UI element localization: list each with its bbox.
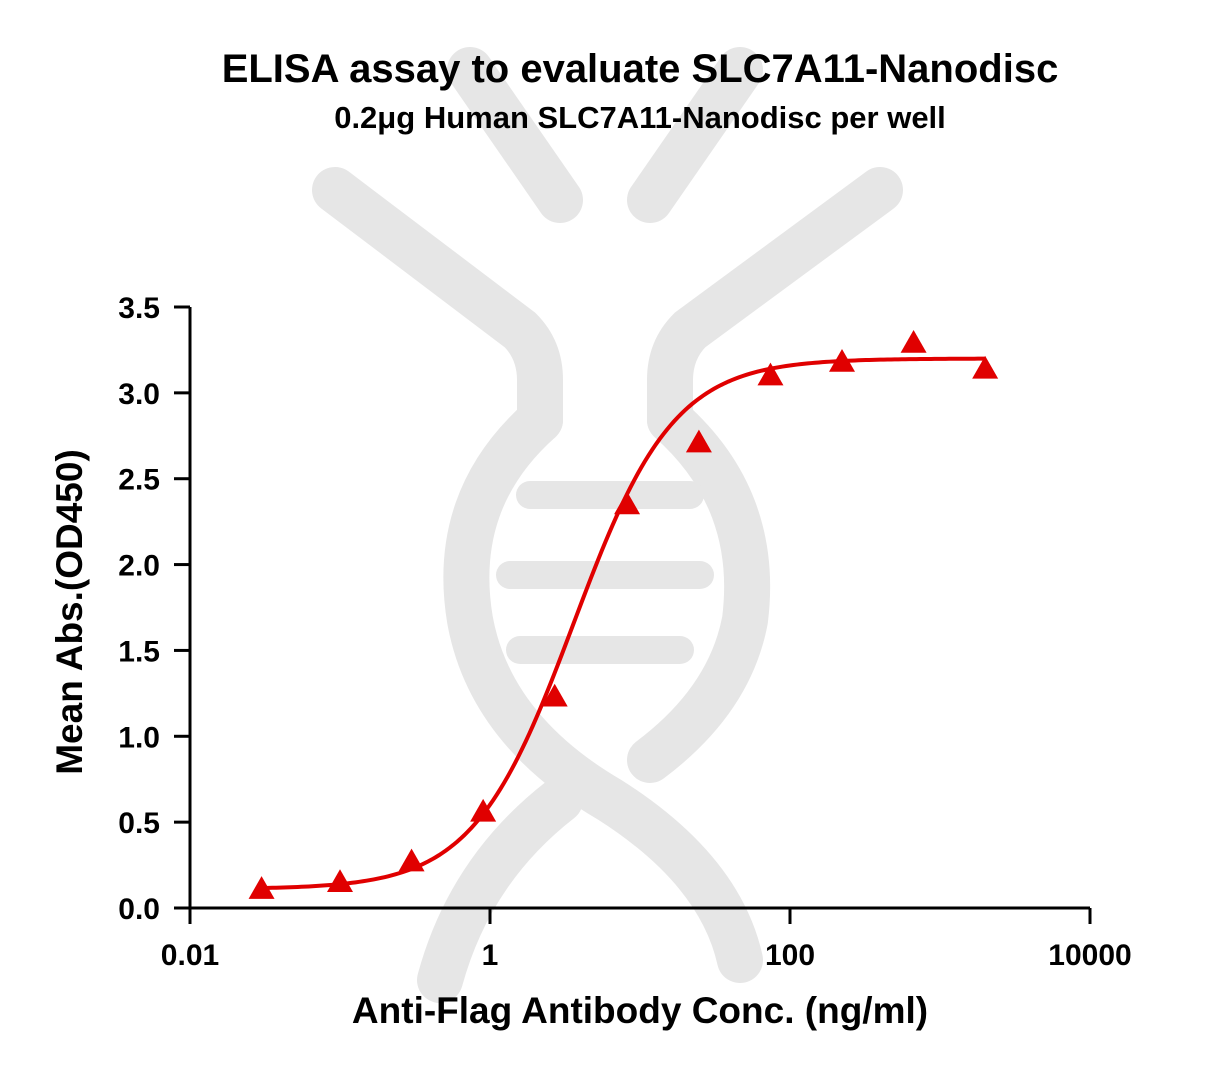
data-point [972,355,999,379]
y-tick-label: 3.0 [118,378,160,411]
watermark-logo [312,47,903,1003]
y-ticks: 0.0 0.5 1.0 1.5 2.0 2.5 3.0 3.5 [118,292,190,926]
y-axis-label: Mean Abs.(OD450) [49,449,90,775]
y-tick-label: 3.5 [118,292,160,325]
x-tick-label: 100 [765,939,815,972]
x-tick-label: 0.01 [161,939,219,972]
y-tick-label: 2.5 [118,464,160,497]
y-tick-label: 1.5 [118,635,160,668]
axes [188,307,1090,910]
watermark-helix-right [627,397,771,783]
x-tick-label: 1 [482,939,499,972]
watermark-arm-left [312,167,563,443]
y-tick-label: 0.5 [118,807,160,840]
chart-title: ELISA assay to evaluate SLC7A11-Nanodisc [222,47,1059,91]
data-point [248,876,275,899]
data-point [398,848,425,872]
watermark-stem-top-left [447,47,583,223]
watermark-arm-right [647,167,903,443]
data-point [685,429,712,453]
data-point [541,683,568,707]
chart-subtitle: 0.2μg Human SLC7A11-Nanodisc per well [334,100,946,135]
data-point [327,869,353,892]
x-tick-label: 10000 [1048,939,1131,972]
y-tick-label: 1.0 [118,721,160,754]
y-tick-label: 0.0 [118,893,160,926]
data-point [757,362,784,386]
y-tick-label: 2.0 [118,550,160,583]
data-point [470,798,497,822]
data-point [900,330,927,353]
data-point [614,491,641,515]
data-point [829,348,856,372]
x-axis-label: Anti-Flag Antibody Conc. (ng/ml) [352,990,928,1031]
watermark-helix-tail [417,777,583,1003]
watermark-helix-left [443,397,763,983]
x-ticks: 0.01 1 100 10000 [161,908,1132,972]
watermark-stem-top-right [627,47,763,223]
data-points-layer [248,330,999,899]
